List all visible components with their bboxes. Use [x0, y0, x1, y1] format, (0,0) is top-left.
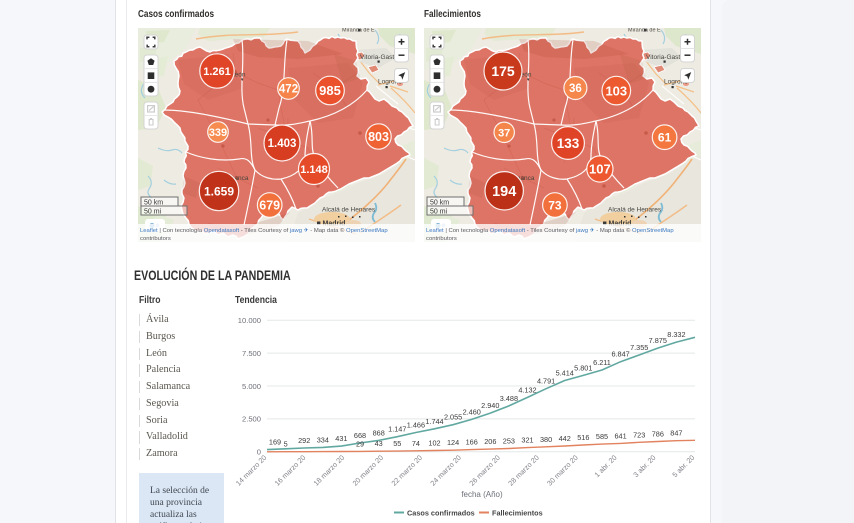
svg-text:7.875: 7.875	[649, 336, 667, 345]
svg-text:24 marzo 20: 24 marzo 20	[428, 453, 463, 488]
svg-text:0: 0	[257, 448, 261, 457]
svg-text:2.500: 2.500	[242, 415, 261, 424]
svg-text:166: 166	[466, 438, 478, 447]
svg-text:339: 339	[209, 127, 227, 139]
svg-text:2.460: 2.460	[463, 407, 481, 416]
svg-text:133: 133	[557, 136, 580, 151]
svg-text:206: 206	[484, 437, 496, 446]
svg-text:679: 679	[259, 199, 280, 213]
svg-text:contributors: contributors	[140, 236, 171, 242]
svg-text:1.147: 1.147	[388, 425, 406, 434]
svg-text:516: 516	[577, 433, 589, 442]
svg-text:36: 36	[569, 83, 582, 95]
svg-text:5: 5	[284, 440, 288, 449]
svg-text:León: León	[517, 72, 532, 79]
svg-text:50 km: 50 km	[144, 200, 163, 207]
svg-text:8.332: 8.332	[667, 330, 685, 339]
svg-text:26 marzo 20: 26 marzo 20	[467, 453, 502, 488]
svg-text:29: 29	[356, 439, 364, 448]
svg-text:1 abr. 20: 1 abr. 20	[592, 453, 618, 479]
svg-text:14 marzo 20: 14 marzo 20	[234, 453, 269, 488]
svg-text:7.355: 7.355	[630, 343, 648, 352]
svg-text:103: 103	[605, 83, 627, 98]
svg-text:442: 442	[559, 434, 571, 443]
svg-text:5.000: 5.000	[242, 382, 261, 391]
svg-text:1.659: 1.659	[204, 184, 234, 198]
svg-text:786: 786	[652, 430, 664, 439]
svg-text:50 mi: 50 mi	[144, 209, 162, 216]
svg-text:León: León	[231, 72, 246, 79]
svg-text:3.488: 3.488	[500, 394, 518, 403]
svg-text:4.791: 4.791	[537, 377, 555, 386]
svg-text:contributors: contributors	[426, 236, 457, 242]
svg-text:Alcalá de Henares: Alcalá de Henares	[608, 207, 662, 214]
svg-text:55: 55	[393, 439, 401, 448]
svg-text:fecha (Año): fecha (Año)	[461, 490, 503, 499]
svg-text:169: 169	[269, 438, 281, 447]
svg-text:50 km: 50 km	[430, 200, 449, 207]
svg-text:5.801: 5.801	[574, 363, 592, 372]
svg-text:Alcalá de Henares: Alcalá de Henares	[322, 207, 376, 214]
svg-text:334: 334	[317, 435, 329, 444]
svg-text:Casos confirmados: Casos confirmados	[407, 509, 475, 518]
svg-text:107: 107	[589, 162, 611, 177]
svg-text:30 marzo 20: 30 marzo 20	[545, 453, 580, 488]
svg-text:Leaflet | Con tecnología Opend: Leaflet | Con tecnología Opendatasoft - …	[140, 227, 388, 234]
svg-text:Vitoria-Gast: Vitoria-Gast	[646, 54, 680, 61]
svg-text:5.414: 5.414	[556, 369, 574, 378]
svg-text:668: 668	[354, 431, 366, 440]
svg-text:1.403: 1.403	[268, 138, 297, 150]
svg-text:50 mi: 50 mi	[430, 209, 448, 216]
svg-text:5 abr. 20: 5 abr. 20	[670, 453, 696, 479]
svg-text:4.132: 4.132	[518, 385, 536, 394]
svg-text:Fallecimientos: Fallecimientos	[492, 509, 543, 518]
svg-text:985: 985	[319, 83, 341, 98]
svg-text:2.055: 2.055	[444, 413, 462, 422]
svg-text:847: 847	[670, 429, 682, 438]
svg-text:321: 321	[521, 436, 533, 445]
svg-text:3 abr. 20: 3 abr. 20	[631, 453, 657, 479]
svg-text:723: 723	[633, 430, 645, 439]
svg-text:7.500: 7.500	[242, 349, 261, 358]
svg-text:61: 61	[658, 131, 672, 145]
svg-text:253: 253	[503, 437, 515, 446]
svg-text:6.211: 6.211	[593, 358, 611, 367]
svg-text:292: 292	[298, 436, 310, 445]
svg-text:641: 641	[615, 431, 627, 440]
svg-text:28 marzo 20: 28 marzo 20	[506, 453, 541, 488]
svg-text:20 marzo 20: 20 marzo 20	[350, 453, 385, 488]
svg-text:102: 102	[428, 439, 440, 448]
svg-text:6.847: 6.847	[611, 350, 629, 359]
svg-text:472: 472	[279, 84, 298, 96]
svg-text:Leaflet | Con tecnología Opend: Leaflet | Con tecnología Opendatasoft - …	[426, 227, 674, 234]
svg-text:1.261: 1.261	[203, 66, 231, 78]
svg-text:585: 585	[596, 432, 608, 441]
svg-text:175: 175	[491, 63, 515, 79]
svg-text:Vitoria-Gast: Vitoria-Gast	[360, 54, 394, 61]
svg-text:431: 431	[335, 434, 347, 443]
svg-text:1.744: 1.744	[425, 417, 443, 426]
svg-text:10.000: 10.000	[238, 316, 261, 325]
svg-text:2.940: 2.940	[481, 401, 499, 410]
svg-text:43: 43	[375, 439, 383, 448]
svg-text:803: 803	[368, 130, 389, 144]
svg-text:Logroño: Logroño	[664, 79, 688, 86]
svg-text:194: 194	[492, 184, 516, 200]
svg-text:1.148: 1.148	[300, 164, 328, 176]
svg-text:Logroño: Logroño	[378, 79, 402, 86]
svg-text:73: 73	[548, 198, 562, 212]
svg-text:868: 868	[373, 428, 385, 437]
svg-text:22 marzo 20: 22 marzo 20	[389, 453, 424, 488]
svg-text:37: 37	[498, 127, 510, 139]
svg-text:16 marzo 20: 16 marzo 20	[273, 453, 308, 488]
svg-text:74: 74	[412, 439, 420, 448]
svg-text:1.466: 1.466	[407, 421, 425, 430]
svg-text:380: 380	[540, 435, 552, 444]
svg-text:18 marzo 20: 18 marzo 20	[312, 453, 347, 488]
svg-text:124: 124	[447, 438, 459, 447]
